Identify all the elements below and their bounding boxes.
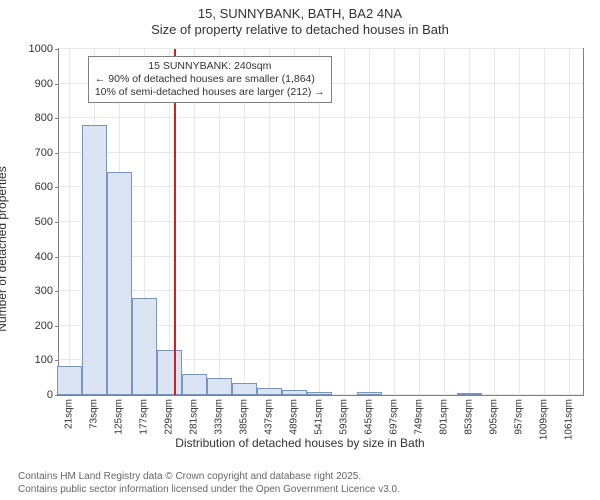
- annotation-line1: 15 SUNNYBANK: 240sqm: [95, 60, 325, 73]
- histogram-bar: [257, 388, 282, 395]
- y-tick-label: 700: [35, 147, 59, 159]
- gridline-h: [59, 221, 583, 222]
- x-tick-label: 125sqm: [114, 395, 125, 435]
- footer-line2: Contains public sector information licen…: [18, 484, 400, 497]
- gridline-v: [569, 49, 570, 395]
- x-tick-label: 177sqm: [139, 395, 150, 435]
- title-line1: 15, SUNNYBANK, BATH, BA2 4NA: [0, 6, 600, 22]
- gridline-h: [59, 256, 583, 257]
- y-tick-label: 500: [35, 216, 59, 228]
- gridline-h: [59, 48, 583, 49]
- gridline-v: [444, 49, 445, 395]
- gridline-v: [419, 49, 420, 395]
- x-tick-label: 749sqm: [414, 395, 425, 435]
- x-axis-label: Distribution of detached houses by size …: [0, 436, 600, 450]
- x-tick-label: 21sqm: [64, 395, 75, 429]
- x-tick-label: 281sqm: [189, 395, 200, 435]
- annotation-line3: 10% of semi-detached houses are larger (…: [95, 86, 325, 99]
- gridline-v: [544, 49, 545, 395]
- title-line2: Size of property relative to detached ho…: [0, 22, 600, 38]
- x-tick-label: 905sqm: [489, 395, 500, 435]
- x-tick-label: 541sqm: [314, 395, 325, 435]
- footer-line1: Contains HM Land Registry data © Crown c…: [18, 471, 400, 484]
- y-tick-label: 1000: [29, 43, 59, 55]
- gridline-v: [69, 49, 70, 395]
- gridline-h: [59, 117, 583, 118]
- x-tick-label: 645sqm: [364, 395, 375, 435]
- x-tick-label: 229sqm: [164, 395, 175, 435]
- annotation-line2: ← 90% of detached houses are smaller (1,…: [95, 73, 325, 86]
- histogram-bar: [157, 350, 182, 395]
- x-tick-label: 593sqm: [339, 395, 350, 435]
- histogram-bar: [107, 172, 132, 395]
- x-tick-label: 73sqm: [89, 395, 100, 429]
- x-tick-label: 333sqm: [214, 395, 225, 435]
- plot-inner: 0100200300400500600700800900100021sqm73s…: [58, 48, 584, 396]
- x-tick-label: 1061sqm: [564, 395, 575, 440]
- x-tick-label: 489sqm: [289, 395, 300, 435]
- plot-region: 0100200300400500600700800900100021sqm73s…: [58, 48, 582, 394]
- gridline-h: [59, 152, 583, 153]
- y-tick-label: 100: [35, 354, 59, 366]
- gridline-v: [494, 49, 495, 395]
- x-tick-label: 385sqm: [239, 395, 250, 435]
- gridline-v: [394, 49, 395, 395]
- histogram-bar: [207, 378, 232, 395]
- x-tick-label: 853sqm: [464, 395, 475, 435]
- x-tick-label: 437sqm: [264, 395, 275, 435]
- chart-title: 15, SUNNYBANK, BATH, BA2 4NA Size of pro…: [0, 0, 600, 39]
- histogram-bar: [182, 374, 207, 395]
- x-tick-label: 957sqm: [514, 395, 525, 435]
- attribution-footer: Contains HM Land Registry data © Crown c…: [18, 471, 400, 496]
- gridline-v: [519, 49, 520, 395]
- gridline-v: [469, 49, 470, 395]
- y-tick-label: 200: [35, 320, 59, 332]
- x-tick-label: 697sqm: [389, 395, 400, 435]
- gridline-v: [369, 49, 370, 395]
- x-tick-label: 801sqm: [439, 395, 450, 435]
- x-tick-label: 1009sqm: [539, 395, 550, 440]
- gridline-v: [344, 49, 345, 395]
- y-tick-label: 400: [35, 251, 59, 263]
- chart-area: Number of detached properties 0100200300…: [0, 44, 600, 454]
- y-tick-label: 300: [35, 285, 59, 297]
- y-tick-label: 600: [35, 181, 59, 193]
- gridline-h: [59, 186, 583, 187]
- y-tick-label: 900: [35, 78, 59, 90]
- histogram-bar: [57, 366, 82, 395]
- histogram-bar: [132, 298, 157, 395]
- y-tick-label: 800: [35, 112, 59, 124]
- annotation-box: 15 SUNNYBANK: 240sqm← 90% of detached ho…: [88, 56, 332, 103]
- histogram-bar: [82, 125, 107, 395]
- gridline-h: [59, 290, 583, 291]
- histogram-bar: [232, 383, 257, 395]
